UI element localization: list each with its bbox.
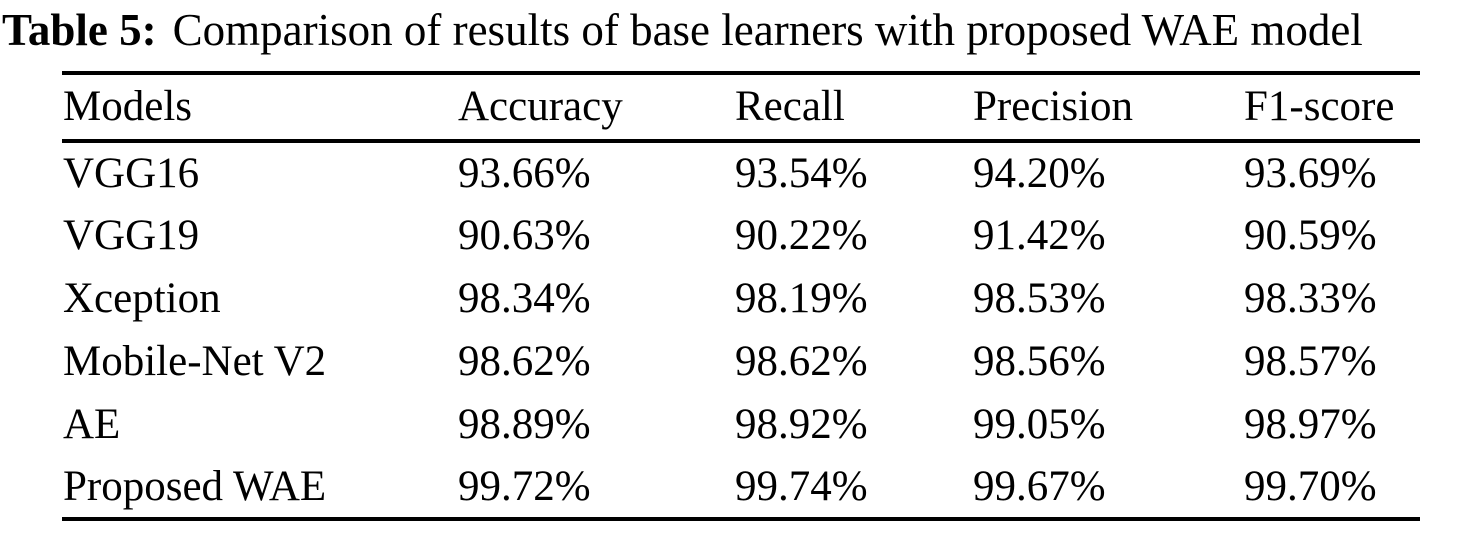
model-name: Proposed WAE xyxy=(63,462,327,510)
column-header-models: Models xyxy=(63,83,192,131)
table-head: Models Accuracy Recall Precision F1-score xyxy=(62,73,1420,141)
table-header-row: Models Accuracy Recall Precision F1-score xyxy=(62,73,1420,141)
metric-value: 93.54% xyxy=(735,149,868,197)
table-row-mobile-net-v2: Mobile-Net V2 98.62% 98.62% 98.56% 98.57% xyxy=(62,330,1420,393)
metric-value: 99.67% xyxy=(973,462,1106,510)
metric-value: 90.22% xyxy=(735,211,868,259)
metric-value: 98.62% xyxy=(458,337,591,385)
metric-value: 98.57% xyxy=(1244,337,1377,385)
table-row-vgg19: VGG19 90.63% 90.22% 91.42% 90.59% xyxy=(62,204,1420,267)
column-header-f1-score: F1-score xyxy=(1244,83,1395,131)
column-header-accuracy: Accuracy xyxy=(458,83,623,131)
table-row-xception: Xception 98.34% 98.19% 98.53% 98.33% xyxy=(62,267,1420,330)
table-caption-label: Table 5: xyxy=(2,5,157,55)
metric-value: 91.42% xyxy=(973,211,1106,259)
metric-value: 93.66% xyxy=(458,149,591,197)
table-row-proposed-wae: Proposed WAE 99.72% 99.74% 99.67% 99.70% xyxy=(62,456,1420,519)
column-header-recall: Recall xyxy=(735,83,845,131)
model-name: AE xyxy=(63,400,121,448)
model-name: Mobile-Net V2 xyxy=(63,337,327,385)
metric-value: 99.70% xyxy=(1244,462,1377,510)
results-table: Models Accuracy Recall Precision F1-score VG… xyxy=(62,70,1420,521)
metric-value: 99.72% xyxy=(458,462,591,510)
metric-value: 90.63% xyxy=(458,211,591,259)
metric-value: 99.74% xyxy=(735,462,868,510)
metric-value: 99.05% xyxy=(973,400,1106,448)
metric-value: 98.89% xyxy=(458,400,591,448)
metric-value: 90.59% xyxy=(1244,211,1377,259)
metric-value: 98.19% xyxy=(735,274,868,322)
model-name: VGG16 xyxy=(63,149,200,197)
metric-value: 98.33% xyxy=(1244,274,1377,322)
table-body: VGG16 93.66% 93.54% 94.20% 93.69% VGG19 90.63%… xyxy=(62,141,1420,519)
table-caption-text: Comparison of results of base learners w… xyxy=(172,5,1363,55)
results-table-container: Models Accuracy Recall Precision F1-score VG… xyxy=(62,70,1420,521)
metric-value: 94.20% xyxy=(973,149,1106,197)
metric-value: 98.62% xyxy=(735,337,868,385)
table-row-ae: AE 98.89% 98.92% 99.05% 98.97% xyxy=(62,393,1420,456)
table-row-vgg16: VGG16 93.66% 93.54% 94.20% 93.69% xyxy=(62,141,1420,204)
metric-value: 98.56% xyxy=(973,337,1106,385)
model-name: Xception xyxy=(63,274,221,322)
column-header-precision: Precision xyxy=(973,83,1134,131)
metric-value: 98.92% xyxy=(735,400,868,448)
metric-value: 98.97% xyxy=(1244,400,1377,448)
metric-value: 93.69% xyxy=(1244,149,1377,197)
metric-value: 98.53% xyxy=(973,274,1106,322)
model-name: VGG19 xyxy=(63,211,200,259)
table-caption: Table 5: Comparison of results of base le… xyxy=(0,0,1467,57)
metric-value: 98.34% xyxy=(458,274,591,322)
